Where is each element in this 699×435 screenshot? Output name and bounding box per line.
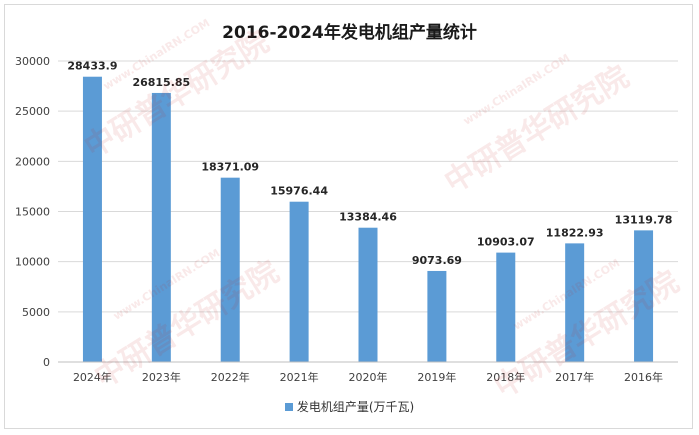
y-tick-label: 25000 (15, 105, 50, 118)
data-label: 28433.9 (67, 60, 117, 73)
bar (151, 92, 171, 363)
bar (289, 201, 309, 362)
x-tick-label: 2024年 (73, 370, 112, 384)
legend-swatch (284, 402, 293, 411)
data-label: 13119.78 (615, 213, 673, 226)
legend: 发电机组产量(万千瓦) (0, 398, 699, 415)
y-tick-label: 0 (43, 356, 50, 369)
data-label: 26815.85 (132, 76, 190, 89)
x-tick-label: 2016年 (624, 370, 663, 384)
data-label: 9073.69 (412, 254, 462, 267)
legend-label: 发电机组产量(万千瓦) (296, 400, 415, 414)
y-tick-label: 5000 (22, 306, 50, 319)
x-tick-label: 2020年 (349, 370, 388, 384)
data-label: 15976.44 (270, 185, 328, 198)
x-tick-label: 2017年 (555, 370, 594, 384)
chart-title: 2016-2024年发电机组产量统计 (222, 23, 477, 43)
x-tick-label: 2022年 (211, 370, 250, 384)
bar (358, 227, 378, 362)
data-label: 18371.09 (201, 161, 259, 174)
data-label: 11822.93 (546, 226, 604, 239)
x-tick-label: 2021年 (280, 370, 319, 384)
bar (496, 252, 516, 362)
bar (565, 243, 585, 362)
y-tick-label: 10000 (15, 256, 50, 269)
data-label: 10903.07 (477, 236, 535, 249)
bar (220, 177, 240, 362)
bar (634, 230, 654, 362)
y-tick-label: 15000 (15, 206, 50, 219)
y-tick-label: 30000 (15, 55, 50, 68)
y-tick-label: 20000 (15, 155, 50, 168)
x-tick-label: 2019年 (417, 370, 456, 384)
data-label: 13384.46 (339, 211, 397, 224)
bar (427, 270, 447, 362)
x-tick-label: 2023年 (142, 370, 181, 384)
x-tick-label: 2018年 (486, 370, 525, 384)
bar (82, 76, 102, 363)
